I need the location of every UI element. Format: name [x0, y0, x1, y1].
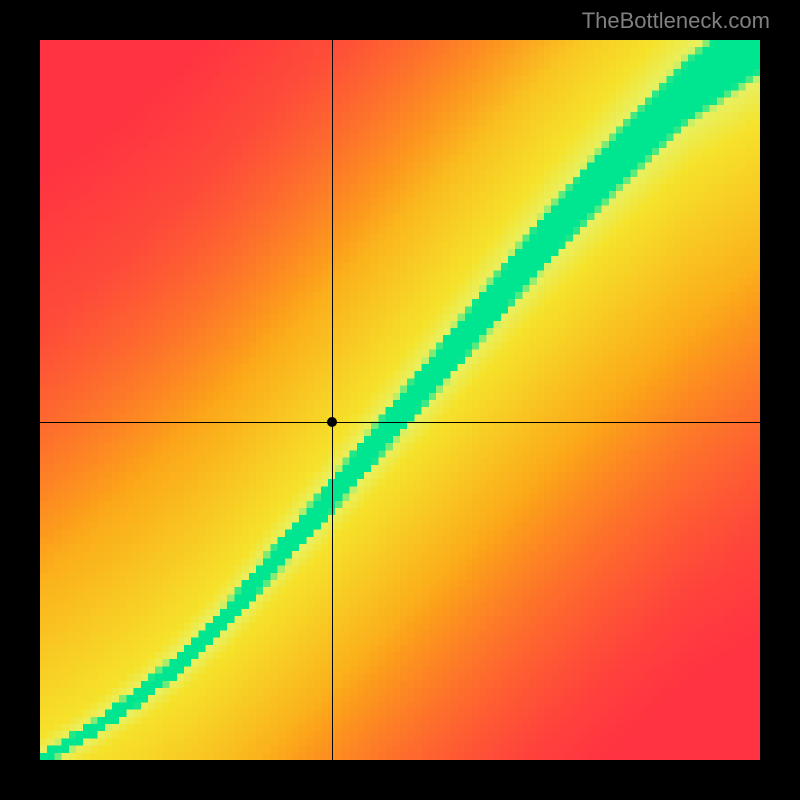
marker-dot — [327, 417, 337, 427]
crosshair-vertical — [332, 40, 333, 760]
watermark-text: TheBottleneck.com — [582, 8, 770, 34]
plot-area — [40, 40, 760, 760]
heatmap-canvas — [40, 40, 760, 760]
crosshair-horizontal — [40, 422, 760, 423]
chart-container: TheBottleneck.com — [0, 0, 800, 800]
